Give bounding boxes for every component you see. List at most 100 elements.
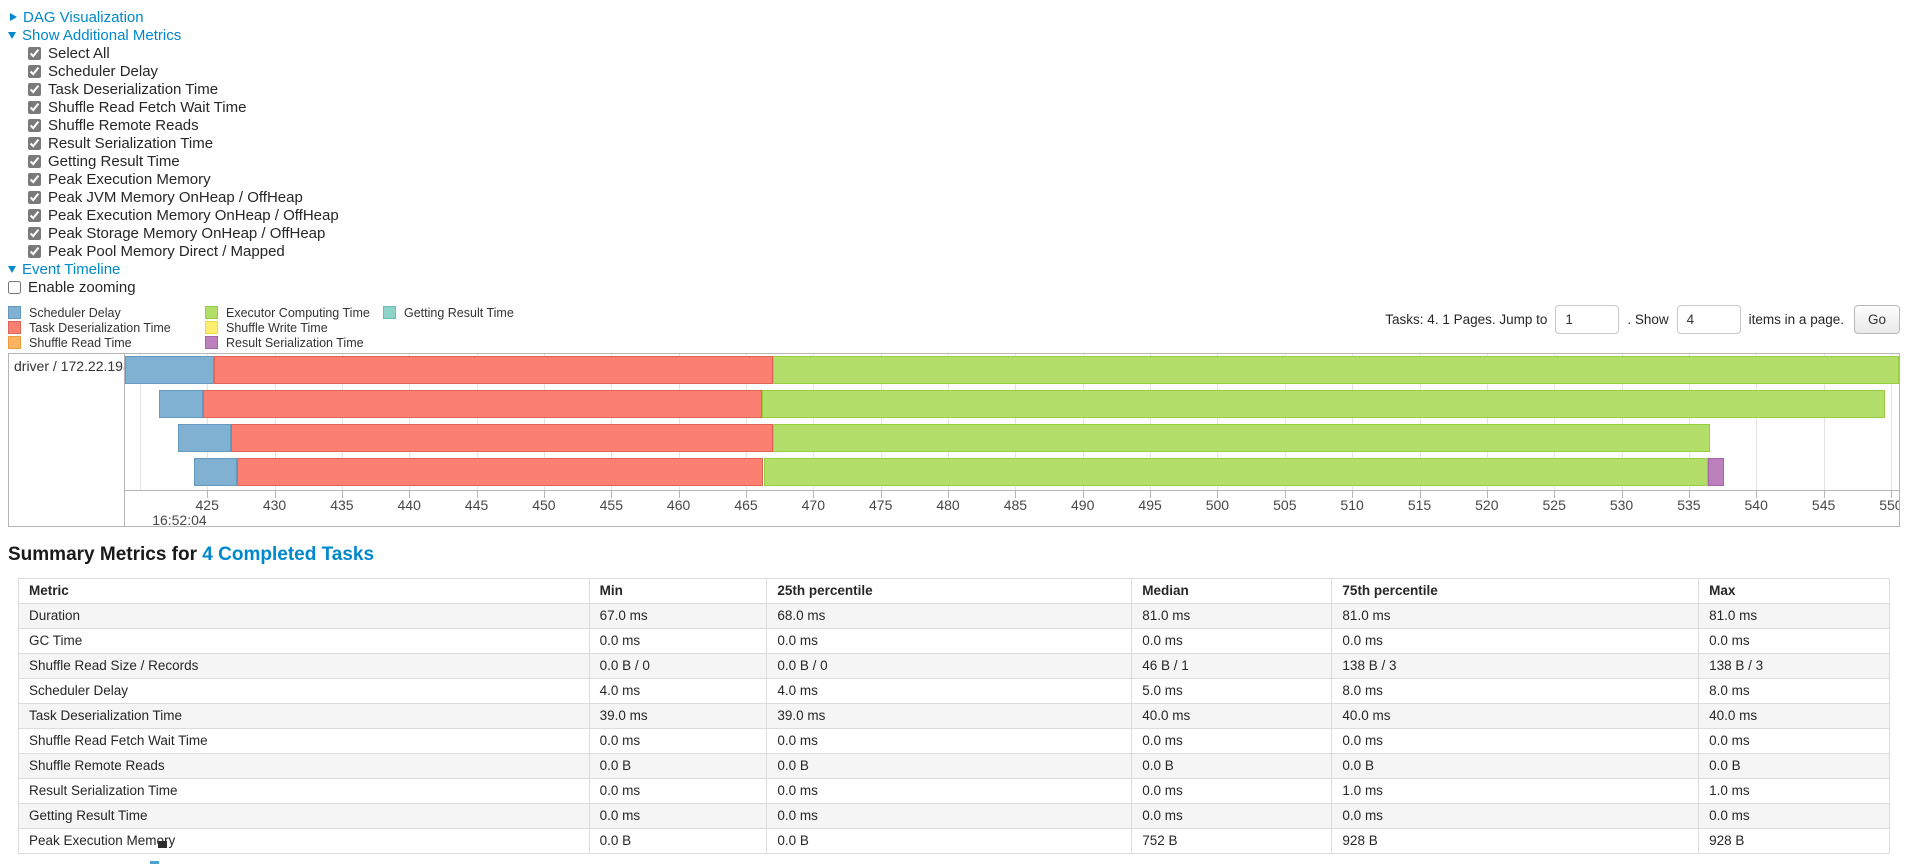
checkbox-peak-storage-memory-onheap-offheap[interactable] <box>28 226 41 240</box>
checkbox-shuffle-remote-reads[interactable] <box>28 118 41 132</box>
legend-swatch-task-deserialization-time <box>8 321 21 334</box>
legend-item-result-serialization-time: Result Serialization Time <box>205 335 383 350</box>
axis-tick-label: 505 <box>1273 497 1297 513</box>
metric-value-cell: 0.0 ms <box>1331 628 1700 654</box>
checkbox-getting-result-time[interactable] <box>28 154 41 168</box>
metric-checkbox-peak-execution-memory[interactable]: Peak Execution Memory <box>28 170 1900 188</box>
metric-checkbox-peak-storage-memory-onheap-offheap[interactable]: Peak Storage Memory OnHeap / OffHeap <box>28 224 1900 242</box>
metric-checkbox-shuffle-read-fetch-wait-time[interactable]: Shuffle Read Fetch Wait Time <box>28 98 1900 116</box>
collapsed-arrow-icon <box>10 13 17 21</box>
metric-value-cell: 0.0 ms <box>1131 728 1333 754</box>
axis-tick <box>476 491 478 498</box>
metric-value-cell: 68.0 ms <box>766 603 1133 629</box>
items-per-page-input[interactable] <box>1676 305 1741 334</box>
metric-checkbox-scheduler-delay[interactable]: Scheduler Delay <box>28 62 1900 80</box>
axis-tick-label: 530 <box>1609 497 1634 513</box>
timeline-bar-task-3-executor-computing-time <box>763 458 1708 486</box>
checkbox-label: Scheduler Delay <box>48 62 159 80</box>
gridline <box>476 354 478 490</box>
metric-checkbox-getting-result-time[interactable]: Getting Result Time <box>28 152 1900 170</box>
gridline <box>611 354 613 490</box>
metric-checkbox-peak-pool-memory-direct-mapped[interactable]: Peak Pool Memory Direct / Mapped <box>28 242 1900 260</box>
task-pagination: Tasks: 4. 1 Pages. Jump to . Show items … <box>1385 305 1900 334</box>
axis-tick-label: 430 <box>262 497 287 513</box>
metric-value-cell: 0.0 B <box>1698 753 1890 779</box>
column-header-metric: Metric <box>18 578 590 604</box>
show-additional-metrics-label: Show Additional Metrics <box>22 26 182 44</box>
metric-name-cell: Shuffle Read Fetch Wait Time <box>18 728 590 754</box>
clipped-content-fragment <box>158 841 167 848</box>
metric-checkbox-select-all[interactable]: Select All <box>28 44 1900 62</box>
summary-row-peak-execution-memory: Peak Execution Memory 0.0 B 0.0 B 752 B 928 … <box>18 828 1890 854</box>
metric-checkbox-task-deserialization-time[interactable]: Task Deserialization Time <box>28 80 1900 98</box>
checkbox-scheduler-delay[interactable] <box>28 64 41 78</box>
metric-name-cell: Shuffle Remote Reads <box>18 753 590 779</box>
axis-tick-label: 485 <box>1003 497 1028 513</box>
checkbox-shuffle-read-fetch-wait-time[interactable] <box>28 100 41 114</box>
checkbox-peak-execution-memory[interactable] <box>28 172 41 186</box>
enable-zooming-checkbox-row[interactable]: Enable zooming <box>8 278 1900 296</box>
axis-tick <box>746 491 747 498</box>
tasks-count-text: Tasks: 4. 1 Pages. Jump to <box>1385 312 1548 327</box>
gridline <box>1150 354 1152 490</box>
gridline <box>678 354 680 490</box>
metric-checkbox-shuffle-remote-reads[interactable]: Shuffle Remote Reads <box>28 116 1900 134</box>
metric-value-cell: 0.0 ms <box>588 728 768 754</box>
axis-tick <box>1554 491 1556 498</box>
metric-value-cell: 1.0 ms <box>1698 778 1890 804</box>
checkbox-peak-pool-memory-direct-mapped[interactable] <box>28 244 41 258</box>
show-additional-metrics-toggle[interactable]: Show Additional Metrics <box>8 26 1900 44</box>
timeline-bar-task-1-task-deserialization-time <box>203 390 763 418</box>
metric-checkbox-result-serialization-time[interactable]: Result Serialization Time <box>28 134 1900 152</box>
metric-value-cell: 0.0 ms <box>1331 728 1700 754</box>
dag-visualization-toggle[interactable]: DAG Visualization <box>8 8 1900 26</box>
metric-value-cell: 0.0 ms <box>588 628 768 654</box>
checkbox-task-deserialization-time[interactable] <box>28 82 41 96</box>
axis-tick-label: 525 <box>1542 497 1566 513</box>
timeline-group-column: driver / 172.22.198.104 <box>9 354 125 526</box>
dag-visualization-label: DAG Visualization <box>23 8 144 26</box>
axis-tick <box>1823 491 1825 498</box>
metric-value-cell: 0.0 ms <box>766 628 1133 654</box>
metric-value-cell: 0.0 ms <box>766 728 1133 754</box>
event-timeline-toggle[interactable]: Event Timeline <box>8 260 1900 278</box>
metric-value-cell: 0.0 B / 0 <box>588 653 768 679</box>
metric-value-cell: 928 B <box>1698 828 1890 854</box>
legend-swatch-shuffle-read-time <box>8 336 21 349</box>
jump-to-page-input[interactable] <box>1555 305 1620 334</box>
axis-tick <box>1419 491 1421 498</box>
legend-item-shuffle-read-time: Shuffle Read Time <box>8 335 205 350</box>
metric-value-cell: 0.0 B <box>588 753 768 779</box>
axis-tick <box>1015 491 1017 498</box>
enable-zooming-checkbox[interactable] <box>8 280 21 294</box>
gridline <box>1486 354 1488 490</box>
legend-label: Executor Computing Time <box>226 305 370 320</box>
gridline <box>1554 354 1556 490</box>
checkbox-label: Peak Execution Memory OnHeap / OffHeap <box>48 206 339 224</box>
legend-swatch-shuffle-write-time <box>205 321 218 334</box>
metric-name-cell: GC Time <box>18 628 590 654</box>
metric-value-cell: 1.0 ms <box>1331 778 1700 804</box>
checkbox-peak-execution-memory-onheap-offheap[interactable] <box>28 208 41 222</box>
axis-tick-label: 445 <box>464 497 489 513</box>
axis-tick-label: 510 <box>1340 497 1364 513</box>
metric-value-cell: 0.0 B <box>1331 753 1700 779</box>
metric-checkbox-peak-execution-memory-onheap-offheap[interactable]: Peak Execution Memory OnHeap / OffHeap <box>28 206 1900 224</box>
timeline-bar-task-3-task-deserialization-time <box>236 458 764 486</box>
metric-checkbox-peak-jvm-memory-onheap-offheap[interactable]: Peak JVM Memory OnHeap / OffHeap <box>28 188 1900 206</box>
checkbox-peak-jvm-memory-onheap-offheap[interactable] <box>28 190 41 204</box>
gridline <box>1823 354 1825 490</box>
checkbox-select-all[interactable] <box>28 46 41 60</box>
gridline <box>1015 354 1017 490</box>
completed-tasks-link[interactable]: 4 Completed Tasks <box>202 544 375 565</box>
metric-value-cell: 39.0 ms <box>766 703 1133 729</box>
go-button[interactable]: Go <box>1853 305 1900 334</box>
gridline <box>1756 354 1758 490</box>
metric-value-cell: 5.0 ms <box>1131 678 1333 704</box>
legend-label: Shuffle Read Time <box>29 335 132 350</box>
axis-tick-label: 520 <box>1475 497 1499 513</box>
axis-tick <box>880 491 882 498</box>
metric-value-cell: 0.0 B <box>1131 753 1333 779</box>
legend-item-getting-result-time: Getting Result Time <box>383 305 514 320</box>
checkbox-result-serialization-time[interactable] <box>28 136 41 150</box>
